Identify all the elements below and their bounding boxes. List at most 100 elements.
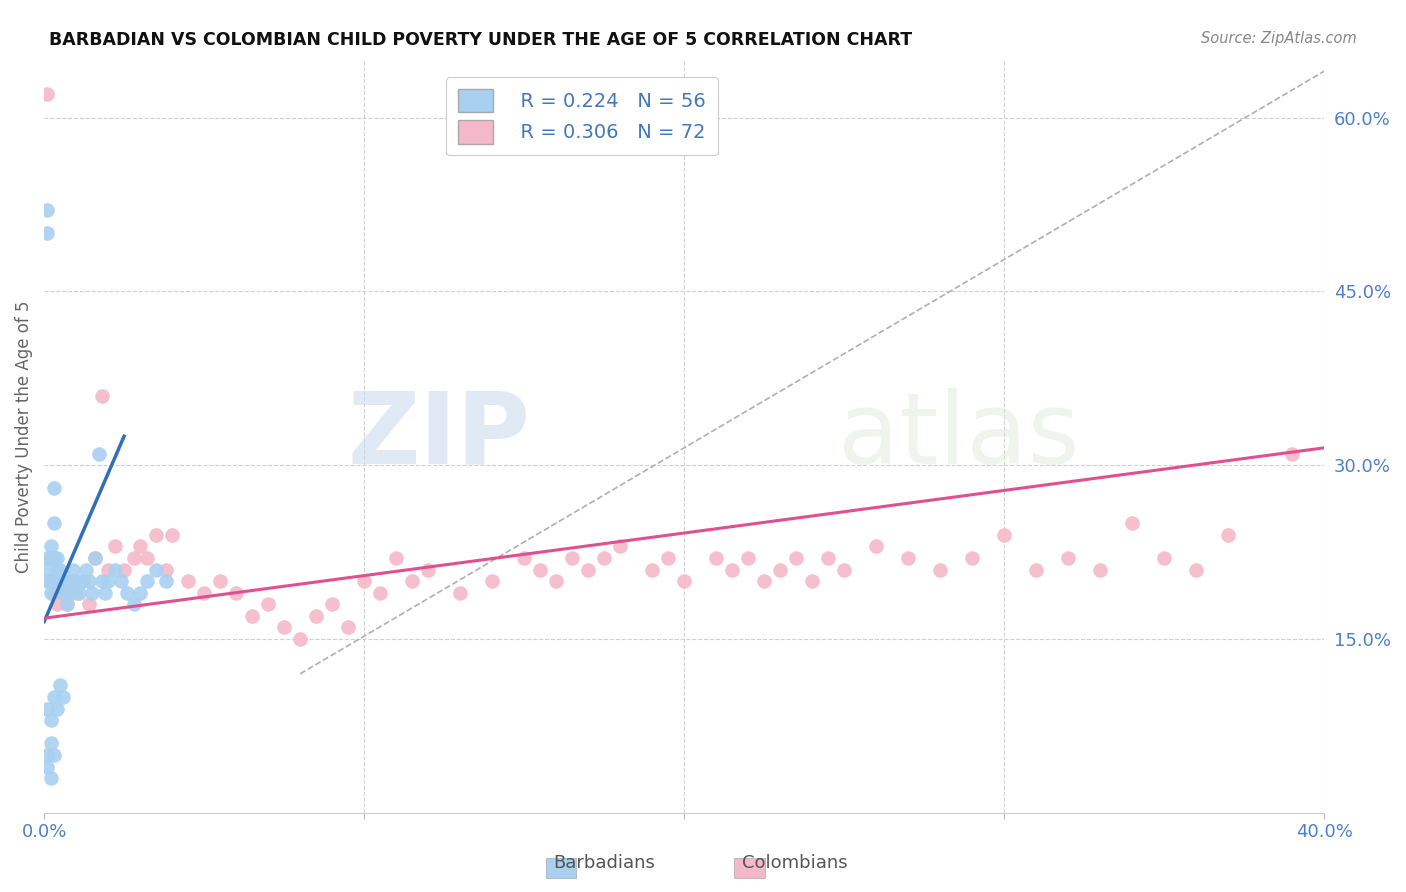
- Point: [817, 550, 839, 565]
- Point: [65, 574, 87, 588]
- Point: [72, 574, 94, 588]
- Text: atlas: atlas: [838, 388, 1080, 484]
- Point: [72, 574, 94, 588]
- Point: [353, 574, 375, 588]
- Point: [785, 550, 807, 565]
- Point: [82, 585, 104, 599]
- Point: [42, 482, 65, 496]
- Point: [37, 574, 59, 588]
- Point: [641, 562, 664, 576]
- Point: [117, 585, 139, 599]
- Point: [59, 585, 82, 599]
- Point: [45, 597, 67, 611]
- Point: [960, 550, 983, 565]
- Point: [90, 574, 112, 588]
- Point: [62, 562, 84, 576]
- Point: [84, 550, 107, 565]
- Text: Source: ZipAtlas.com: Source: ZipAtlas.com: [1201, 31, 1357, 46]
- Point: [1057, 550, 1080, 565]
- Point: [39, 736, 62, 750]
- Point: [704, 550, 727, 565]
- Point: [576, 562, 599, 576]
- Point: [135, 574, 157, 588]
- Point: [155, 562, 177, 576]
- Point: [609, 539, 631, 553]
- Point: [321, 597, 343, 611]
- Point: [84, 550, 107, 565]
- Point: [103, 562, 125, 576]
- Point: [39, 771, 62, 785]
- Point: [37, 203, 59, 218]
- Point: [401, 574, 423, 588]
- Point: [37, 701, 59, 715]
- Text: Colombians: Colombians: [741, 855, 848, 872]
- Point: [160, 528, 183, 542]
- Point: [42, 690, 65, 704]
- Point: [721, 562, 744, 576]
- Point: [832, 562, 855, 576]
- Text: Barbadians: Barbadians: [554, 855, 655, 872]
- Point: [52, 690, 75, 704]
- Point: [39, 574, 62, 588]
- Point: [1121, 516, 1143, 531]
- Point: [1025, 562, 1047, 576]
- Point: [122, 550, 145, 565]
- Point: [769, 562, 792, 576]
- Point: [52, 585, 75, 599]
- Point: [657, 550, 679, 565]
- Point: [385, 550, 408, 565]
- Point: [193, 585, 215, 599]
- Point: [52, 585, 75, 599]
- Point: [1218, 528, 1240, 542]
- Point: [39, 585, 62, 599]
- Point: [62, 574, 84, 588]
- Point: [90, 389, 112, 403]
- Point: [673, 574, 696, 588]
- Point: [752, 574, 775, 588]
- Text: ZIP: ZIP: [347, 388, 530, 484]
- Point: [77, 597, 100, 611]
- Point: [288, 632, 311, 646]
- Point: [737, 550, 759, 565]
- Point: [59, 574, 82, 588]
- Point: [49, 562, 72, 576]
- Point: [94, 585, 117, 599]
- Point: [49, 574, 72, 588]
- Text: BARBADIAN VS COLOMBIAN CHILD POVERTY UNDER THE AGE OF 5 CORRELATION CHART: BARBADIAN VS COLOMBIAN CHILD POVERTY UND…: [49, 31, 912, 49]
- Point: [55, 597, 77, 611]
- Point: [177, 574, 200, 588]
- Point: [65, 585, 87, 599]
- Point: [1153, 550, 1175, 565]
- Point: [52, 574, 75, 588]
- Point: [145, 562, 167, 576]
- Point: [42, 550, 65, 565]
- Point: [129, 585, 152, 599]
- Point: [368, 585, 391, 599]
- Point: [37, 759, 59, 773]
- Point: [39, 550, 62, 565]
- Point: [240, 608, 263, 623]
- Point: [135, 550, 157, 565]
- Point: [45, 701, 67, 715]
- Point: [67, 585, 90, 599]
- Point: [77, 574, 100, 588]
- Point: [49, 678, 72, 692]
- Point: [55, 585, 77, 599]
- Point: [257, 597, 280, 611]
- Point: [305, 608, 328, 623]
- Point: [561, 550, 583, 565]
- Point: [273, 620, 295, 634]
- Point: [209, 574, 232, 588]
- Point: [1088, 562, 1111, 576]
- Point: [897, 550, 920, 565]
- Point: [42, 516, 65, 531]
- Point: [929, 562, 952, 576]
- Point: [42, 585, 65, 599]
- Legend:   R = 0.224   N = 56,   R = 0.306   N = 72: R = 0.224 N = 56, R = 0.306 N = 72: [446, 77, 717, 155]
- Point: [103, 539, 125, 553]
- Point: [145, 528, 167, 542]
- Point: [97, 562, 120, 576]
- Y-axis label: Child Poverty Under the Age of 5: Child Poverty Under the Age of 5: [15, 300, 32, 573]
- Point: [416, 562, 439, 576]
- Point: [87, 447, 110, 461]
